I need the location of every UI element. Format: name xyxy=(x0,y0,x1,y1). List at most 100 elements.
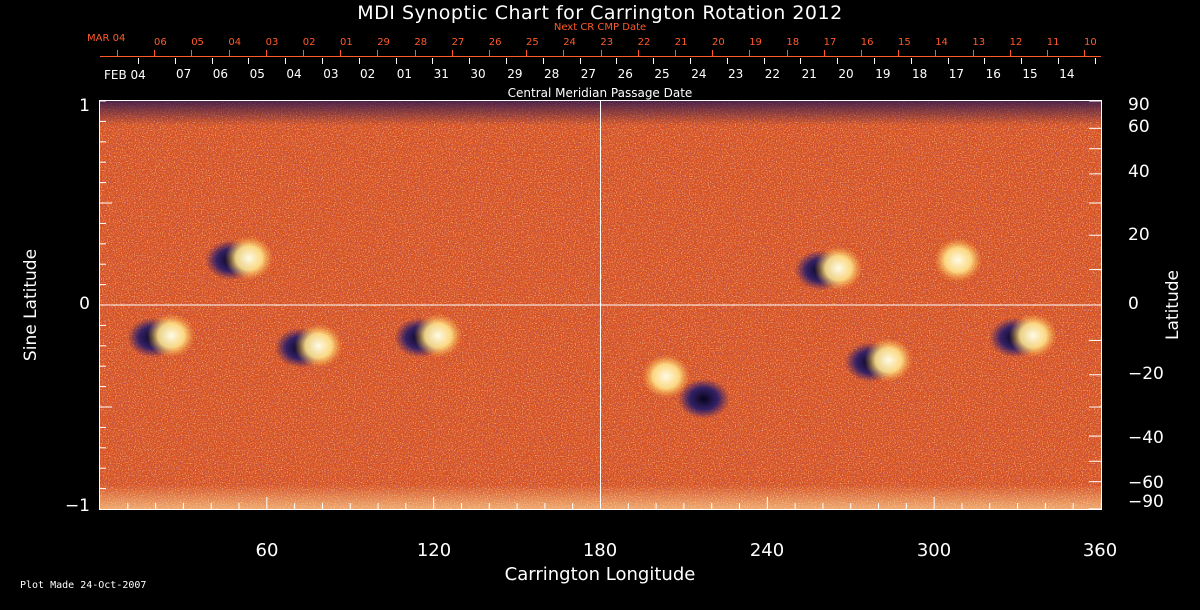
next-cmp-date: 10 xyxy=(1084,37,1097,48)
region-positive-2 xyxy=(294,323,343,368)
cmp-date: 18 xyxy=(912,67,928,81)
next-date-tick xyxy=(786,50,788,56)
ytick-left-mid: 0 xyxy=(79,294,90,314)
cmp-date-tick xyxy=(874,58,875,64)
next-cmp-date: 26 xyxy=(488,37,502,48)
cmp-date: 23 xyxy=(728,67,744,81)
cmp-date-tick xyxy=(432,58,434,64)
next-date-tick xyxy=(972,50,974,56)
next-cmp-date: 23 xyxy=(600,37,614,48)
next-cmp-date: 12 xyxy=(1009,37,1023,48)
xtick-240: 240 xyxy=(749,540,785,561)
next-date-tick xyxy=(600,50,602,56)
cmp-date: 20 xyxy=(838,67,854,81)
next-date-tick xyxy=(265,50,267,56)
next-date-tick xyxy=(1009,50,1011,56)
next-cmp-date: 03 xyxy=(265,37,279,48)
next-cmp-date: 16 xyxy=(860,37,874,48)
ytick-right-20: 20 xyxy=(1128,225,1150,245)
cmp-date-tick xyxy=(1021,58,1023,64)
cmp-date: 29 xyxy=(507,67,523,81)
cmp-date-tick xyxy=(506,58,507,64)
cmp-date-tick xyxy=(138,58,139,64)
next-date-tick xyxy=(451,50,453,56)
cmp-date-tick xyxy=(800,58,802,64)
plot-made-footer: Plot Made 24-Oct-2007 xyxy=(20,580,147,591)
next-date-tick xyxy=(861,50,862,56)
next-cmp-date: 05 xyxy=(191,37,204,48)
cmp-date-tick xyxy=(579,58,581,64)
region-negative-7 xyxy=(677,378,730,419)
cmp-date: 03 xyxy=(323,67,339,81)
cmp-date: 06 xyxy=(212,67,229,81)
y-axis-label-left: Sine Latitude xyxy=(21,248,41,362)
next-date-tick xyxy=(898,50,900,56)
cmp-date: 14 xyxy=(1059,67,1075,81)
ytick-right-40: 40 xyxy=(1128,162,1150,182)
next-cmp-date: 18 xyxy=(786,37,800,48)
next-date-tick xyxy=(1047,50,1048,56)
cmp-date: 31 xyxy=(433,67,449,81)
next-date-tick xyxy=(117,50,118,56)
next-cmp-date: 02 xyxy=(302,37,316,48)
next-cmp-date: 21 xyxy=(674,37,688,48)
cmp-date-tick xyxy=(690,58,691,64)
cmp-date-tick xyxy=(910,58,912,64)
grid-lines xyxy=(100,101,1101,509)
next-start-label: MAR 04 xyxy=(87,33,126,44)
ytick-left-top: 1 xyxy=(79,96,90,116)
ytick-right-0: 0 xyxy=(1128,294,1139,314)
cmp-date: 02 xyxy=(360,67,376,81)
axis-ticks xyxy=(100,100,1101,510)
next-date-tick xyxy=(414,50,416,56)
ytick-right-90: 90 xyxy=(1128,95,1150,115)
xtick-300: 300 xyxy=(916,540,952,561)
cmp-date-tick xyxy=(211,58,213,64)
cmp-start-label: FEB 04 xyxy=(104,68,146,82)
cmp-date-tick xyxy=(616,58,618,64)
active-regions xyxy=(127,236,1058,419)
next-cmp-date: 11 xyxy=(1046,37,1060,48)
cmp-date: 16 xyxy=(985,67,1001,81)
cmp-date: 07 xyxy=(176,67,192,81)
next-date-tick xyxy=(712,50,714,56)
next-date-tick xyxy=(154,50,156,56)
next-cmp-date: 20 xyxy=(712,37,725,48)
next-cmp-date: 17 xyxy=(823,37,837,48)
next-date-tick xyxy=(489,50,490,56)
cmp-date-tick xyxy=(542,58,544,64)
next-cmp-date: 01 xyxy=(340,37,353,48)
xtick-60: 60 xyxy=(255,540,279,561)
next-cmp-date: 25 xyxy=(526,37,539,48)
cmp-date-tick xyxy=(984,58,986,64)
cmp-date: 28 xyxy=(544,67,560,81)
cmp-date-tick xyxy=(763,58,765,64)
region-positive-6 xyxy=(864,338,913,383)
y-axis-label-right: Latitude xyxy=(1163,270,1183,340)
cmp-date-tick xyxy=(358,58,360,64)
next-date-tick xyxy=(191,50,193,56)
next-cmp-date: 06 xyxy=(154,37,167,48)
xtick-180: 180 xyxy=(582,540,618,561)
xtick-360: 360 xyxy=(1082,540,1118,561)
next-cmp-label: Next CR CMP Date xyxy=(553,22,647,33)
cmp-axis-label: Central Meridian Passage Date xyxy=(507,86,693,100)
cmp-date: 01 xyxy=(396,67,413,81)
region-positive-3 xyxy=(414,313,463,358)
cmp-date: 17 xyxy=(948,67,965,81)
next-cmp-date: 14 xyxy=(935,37,948,48)
cmp-date-tick xyxy=(248,58,250,64)
region-positive-9 xyxy=(1009,313,1058,358)
next-date-tick xyxy=(563,50,565,56)
next-date-tick xyxy=(935,50,937,56)
top-axis-line xyxy=(100,100,1101,101)
top-axis-line xyxy=(100,56,1101,57)
cmp-date: 22 xyxy=(764,67,781,81)
next-date-tick xyxy=(340,50,342,56)
chart-title: MDI Synoptic Chart for Carrington Rotati… xyxy=(357,2,843,24)
next-date-tick xyxy=(637,50,639,56)
cmp-date-tick xyxy=(837,58,839,64)
cmp-date-tick xyxy=(285,58,287,64)
cmp-date-tick xyxy=(1094,58,1096,64)
x-axis-label: Carrington Longitude xyxy=(504,564,696,585)
